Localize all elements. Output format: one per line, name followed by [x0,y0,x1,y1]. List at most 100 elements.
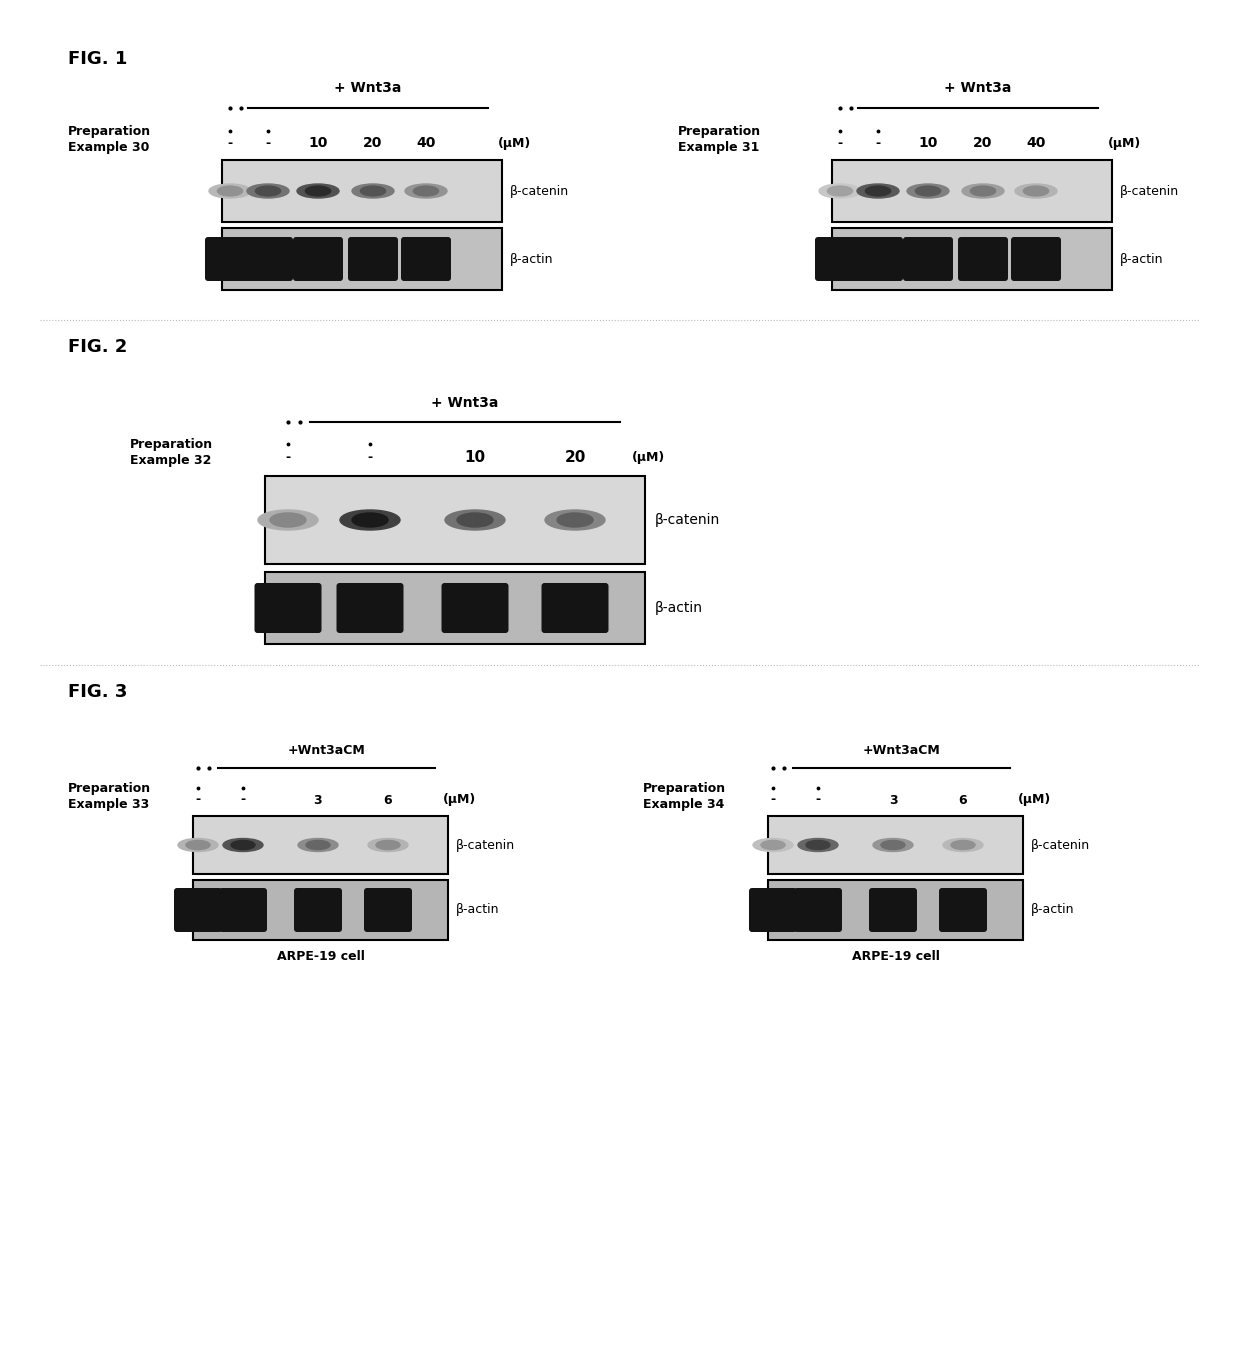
Text: Preparation
Example 34: Preparation Example 34 [644,782,727,810]
Ellipse shape [270,513,306,528]
Text: β-actin: β-actin [456,904,500,916]
Ellipse shape [866,187,890,196]
FancyBboxPatch shape [959,237,1008,281]
FancyBboxPatch shape [219,888,267,932]
Ellipse shape [1023,187,1049,196]
Ellipse shape [247,184,289,198]
Ellipse shape [255,187,280,196]
Bar [768,816,1023,874]
Ellipse shape [806,840,830,850]
Text: β-catenin: β-catenin [1030,839,1090,851]
FancyBboxPatch shape [243,237,293,281]
FancyBboxPatch shape [293,237,343,281]
Ellipse shape [413,187,439,196]
Text: 20: 20 [973,137,993,150]
Text: 10: 10 [309,137,327,150]
Text: -: - [285,452,290,464]
Ellipse shape [906,184,949,198]
Text: -: - [241,793,246,806]
Bar [222,229,502,290]
Ellipse shape [761,840,785,850]
Ellipse shape [210,184,250,198]
FancyBboxPatch shape [205,237,255,281]
Ellipse shape [258,510,317,530]
FancyBboxPatch shape [294,888,342,932]
Bar [832,160,1112,222]
Ellipse shape [368,839,408,851]
Bar [265,476,645,564]
Text: (μM): (μM) [443,793,476,806]
Text: (μM): (μM) [498,137,531,149]
Text: FIG. 1: FIG. 1 [68,50,128,68]
FancyBboxPatch shape [336,583,403,633]
Ellipse shape [971,187,996,196]
Ellipse shape [306,840,330,850]
Ellipse shape [880,840,905,850]
Text: β-actin: β-actin [510,253,553,265]
FancyBboxPatch shape [749,888,797,932]
Text: -: - [875,137,880,149]
Ellipse shape [857,184,899,198]
Ellipse shape [361,187,386,196]
Ellipse shape [179,839,218,851]
Text: + Wnt3a: + Wnt3a [945,81,1012,95]
Bar [832,229,1112,290]
Bar [193,816,448,874]
Ellipse shape [753,839,794,851]
Text: Preparation
Example 30: Preparation Example 30 [68,124,151,154]
Text: β-catenin: β-catenin [510,184,569,198]
Text: Preparation
Example 31: Preparation Example 31 [678,124,761,154]
Text: ARPE-19 cell: ARPE-19 cell [852,950,940,963]
Ellipse shape [376,840,401,850]
Text: -: - [816,793,821,806]
Text: 40: 40 [1027,137,1045,150]
FancyBboxPatch shape [1011,237,1061,281]
Ellipse shape [951,840,975,850]
Text: -: - [265,137,270,149]
Bar [193,879,448,940]
Text: Preparation
Example 33: Preparation Example 33 [68,782,151,810]
Text: -: - [770,793,775,806]
Text: FIG. 2: FIG. 2 [68,338,128,356]
Ellipse shape [942,839,983,851]
Text: 10: 10 [465,451,486,465]
Ellipse shape [557,513,593,528]
Ellipse shape [445,510,505,530]
Text: Preparation
Example 32: Preparation Example 32 [130,438,213,467]
Text: +Wnt3aCM: +Wnt3aCM [288,744,366,756]
Text: FIG. 3: FIG. 3 [68,683,128,701]
Ellipse shape [546,510,605,530]
FancyBboxPatch shape [869,888,918,932]
FancyBboxPatch shape [794,888,842,932]
Text: -: - [227,137,233,149]
FancyBboxPatch shape [903,237,954,281]
FancyBboxPatch shape [254,583,321,633]
FancyBboxPatch shape [815,237,866,281]
Ellipse shape [352,513,388,528]
Ellipse shape [352,184,394,198]
FancyBboxPatch shape [401,237,451,281]
Bar [222,160,502,222]
Text: -: - [367,452,372,464]
Text: + Wnt3a: + Wnt3a [335,81,402,95]
FancyBboxPatch shape [441,583,508,633]
Text: 3: 3 [314,793,322,806]
Ellipse shape [873,839,913,851]
Text: -: - [837,137,842,149]
FancyBboxPatch shape [542,583,609,633]
Text: (μM): (μM) [632,452,665,464]
Ellipse shape [827,187,853,196]
Ellipse shape [298,184,339,198]
Bar [265,572,645,644]
Text: β-catenin: β-catenin [655,513,720,528]
Ellipse shape [298,839,339,851]
Text: 6: 6 [383,793,392,806]
Text: 20: 20 [564,451,585,465]
Text: β-catenin: β-catenin [456,839,515,851]
Text: ARPE-19 cell: ARPE-19 cell [277,950,365,963]
Text: β-actin: β-actin [1120,253,1163,265]
Text: +Wnt3aCM: +Wnt3aCM [863,744,940,756]
Text: 40: 40 [417,137,435,150]
Ellipse shape [305,187,331,196]
Ellipse shape [915,187,941,196]
